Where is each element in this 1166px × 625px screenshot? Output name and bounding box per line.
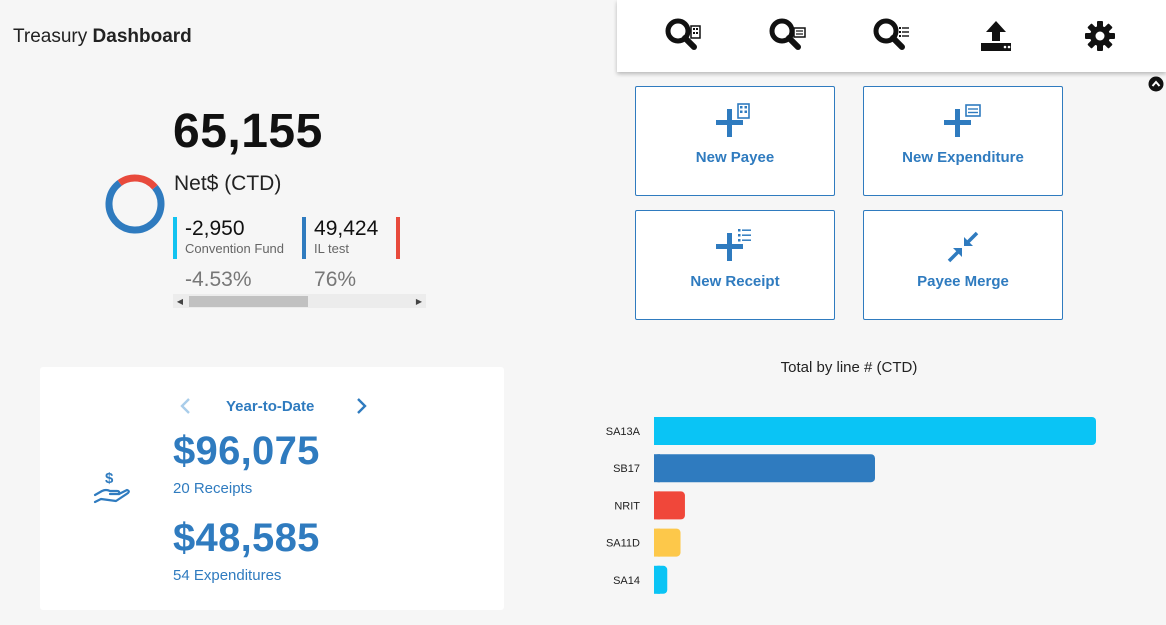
add-expenditure-icon (944, 104, 981, 137)
bar-sa11d[interactable] (654, 528, 681, 557)
scrollbar-thumb[interactable] (189, 296, 308, 307)
top-toolbar (617, 0, 1166, 72)
net-donut-chart (105, 174, 165, 234)
search-receipt-icon (873, 18, 910, 50)
fund-name: IL test (314, 241, 349, 256)
upload-button[interactable] (972, 12, 1020, 60)
fund-list: -2,950 Convention Fund -4.53% 49,424 IL … (173, 216, 426, 291)
search-payee-icon (665, 18, 701, 50)
horizontal-scrollbar[interactable]: ◀ ▶ (173, 294, 426, 308)
svg-text:$: $ (105, 470, 114, 487)
fund-percent: 76% (314, 268, 357, 291)
ytd-card: $ Year-to-Date $96,075 20 Receipts $48,5… (40, 367, 504, 610)
fund-item-third (396, 216, 408, 290)
ytd-receipts-amount: $96,075 (173, 429, 320, 473)
donut-segment-0 (105, 174, 165, 234)
fund-name: Convention Fund (185, 241, 285, 256)
payee-merge-button[interactable]: Payee Merge (863, 210, 1063, 320)
bar-label-sa14: SA14 (613, 575, 640, 587)
bar-start-sa14 (654, 565, 660, 594)
fund-percent: -4.53% (185, 268, 252, 291)
gear-icon (1084, 21, 1115, 51)
bar-label-sb17: SB17 (613, 463, 640, 475)
bar-sb17[interactable] (654, 454, 875, 483)
chevron-left-icon[interactable] (178, 397, 194, 415)
new-payee-label: New Payee (695, 149, 775, 166)
upload-icon (980, 21, 1011, 51)
page-title-main: Dashboard (92, 26, 192, 47)
line-total-bar-chart: SA13A SB17 NRIT SA11D SA14 (606, 417, 1096, 594)
fund-item-il-test: 49,424 IL test 76% (302, 216, 379, 291)
bar-start-nrit (654, 491, 660, 520)
settings-button[interactable] (1076, 12, 1124, 60)
chevron-right-icon[interactable] (353, 397, 369, 415)
scroll-left-icon[interactable]: ◀ (176, 296, 184, 306)
bar-label-nrit: NRIT (614, 500, 640, 512)
search-payee-button[interactable] (659, 12, 707, 60)
page-title: Treasury Dashboard (13, 26, 192, 48)
ytd-expenditures-count[interactable]: 54 Expenditures (173, 567, 282, 584)
net-label: Net$ (CTD) (174, 172, 282, 195)
bar-label-sa13a: SA13A (606, 426, 641, 438)
donut-segment-1 (105, 174, 165, 234)
bar-start-sa13a (654, 417, 660, 445)
fund-amount: -2,950 (185, 217, 245, 240)
ytd-receipts-count[interactable]: 20 Receipts (173, 480, 253, 497)
merge-arrows-icon (947, 231, 979, 263)
scroll-right-icon[interactable]: ▶ (415, 296, 423, 306)
fund-amount: 49,424 (314, 217, 379, 240)
collapse-toolbar-icon[interactable] (1148, 76, 1164, 92)
bar-sa13a[interactable] (654, 417, 1096, 445)
chart-title: Total by line # (CTD) (780, 359, 918, 376)
page-title-prefix: Treasury (13, 26, 93, 47)
search-expenditure-icon (769, 18, 807, 50)
new-expenditure-button[interactable]: New Expenditure (863, 86, 1063, 196)
fund-color-bar (302, 217, 307, 259)
money-hand-icon: $ (93, 470, 130, 504)
net-amount: 65,155 (173, 105, 323, 158)
new-payee-button[interactable]: New Payee (635, 86, 835, 196)
new-expenditure-label: New Expenditure (902, 149, 1024, 166)
bar-start-sa11d (654, 528, 660, 557)
search-receipt-button[interactable] (867, 12, 915, 60)
payee-merge-label: Payee Merge (917, 273, 1009, 290)
fund-scroller[interactable]: -2,950 Convention Fund -4.53% 49,424 IL … (173, 216, 426, 310)
bar-nrit[interactable] (654, 491, 685, 520)
add-payee-icon (716, 103, 750, 137)
search-expenditure-button[interactable] (763, 12, 811, 60)
new-receipt-button[interactable]: New Receipt (635, 210, 835, 320)
new-receipt-label: New Receipt (690, 273, 780, 290)
ytd-expenditures-amount: $48,585 (173, 516, 320, 560)
bar-label-sa11d: SA11D (606, 538, 640, 550)
bar-start-sb17 (654, 454, 660, 483)
fund-color-bar (396, 217, 401, 259)
add-receipt-icon (716, 229, 751, 261)
fund-item-convention: -2,950 Convention Fund -4.53% (173, 216, 285, 291)
ytd-period-label: Year-to-Date (226, 398, 315, 415)
fund-color-bar (173, 217, 177, 259)
